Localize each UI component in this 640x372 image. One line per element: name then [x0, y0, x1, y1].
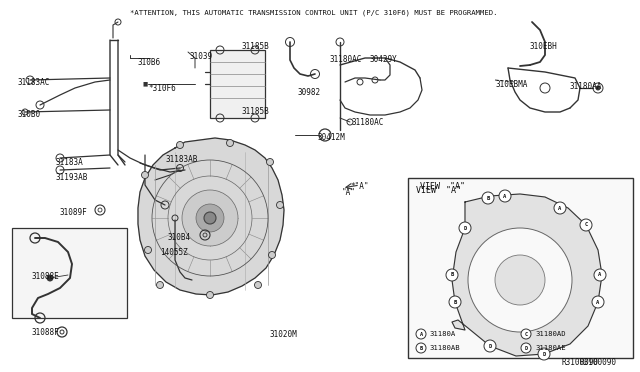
- Text: 31089F: 31089F: [60, 208, 88, 217]
- Circle shape: [554, 202, 566, 214]
- Text: B: B: [486, 196, 490, 201]
- Circle shape: [416, 343, 426, 353]
- Circle shape: [594, 269, 606, 281]
- Text: 30412M: 30412M: [318, 133, 346, 142]
- Text: 31180A: 31180A: [430, 331, 456, 337]
- Text: A: A: [598, 273, 602, 278]
- Circle shape: [276, 202, 284, 208]
- Text: 30982: 30982: [298, 88, 321, 97]
- Polygon shape: [452, 194, 602, 356]
- Text: 310B6: 310B6: [138, 58, 161, 67]
- Text: 31185B: 31185B: [242, 107, 269, 116]
- Text: 310B4: 310B4: [168, 233, 191, 242]
- Text: 31020M: 31020M: [270, 330, 298, 339]
- Circle shape: [266, 158, 273, 166]
- Text: C: C: [584, 222, 588, 228]
- Text: *"A": *"A": [350, 182, 369, 191]
- Circle shape: [482, 192, 494, 204]
- Text: VIEW  "A": VIEW "A": [416, 186, 461, 195]
- Circle shape: [196, 204, 224, 232]
- Text: 31039: 31039: [190, 52, 213, 61]
- Text: A: A: [596, 299, 600, 305]
- Text: 31183A: 31183A: [55, 158, 83, 167]
- Circle shape: [145, 247, 152, 253]
- Circle shape: [204, 212, 216, 224]
- Circle shape: [484, 340, 496, 352]
- Text: B: B: [419, 346, 422, 350]
- Text: 14055Z: 14055Z: [160, 248, 188, 257]
- Text: VIEW  "A": VIEW "A": [420, 182, 465, 191]
- Circle shape: [227, 140, 234, 147]
- Circle shape: [182, 190, 238, 246]
- Circle shape: [255, 282, 262, 289]
- Circle shape: [177, 141, 184, 148]
- Text: 30429Y: 30429Y: [370, 55, 397, 64]
- Text: 31180AC: 31180AC: [330, 55, 362, 64]
- Circle shape: [468, 228, 572, 332]
- Circle shape: [521, 329, 531, 339]
- Text: 31185B: 31185B: [242, 42, 269, 51]
- Circle shape: [580, 219, 592, 231]
- Text: *ATTENTION, THIS AUTOMATIC TRANSMISSION CONTROL UNIT (P/C 310F6) MUST BE PROGRAM: *ATTENTION, THIS AUTOMATIC TRANSMISSION …: [130, 10, 497, 16]
- Bar: [408, 178, 633, 358]
- Text: *310F6: *310F6: [148, 84, 176, 93]
- Circle shape: [592, 296, 604, 308]
- Circle shape: [538, 348, 550, 360]
- Text: 31180AE: 31180AE: [535, 345, 566, 351]
- Circle shape: [446, 269, 458, 281]
- Text: A: A: [419, 331, 422, 337]
- Polygon shape: [138, 138, 284, 295]
- Text: 31180AC: 31180AC: [352, 118, 385, 127]
- Circle shape: [47, 275, 53, 281]
- Circle shape: [459, 222, 471, 234]
- Text: C: C: [524, 331, 527, 337]
- Text: 31088E: 31088E: [32, 272, 60, 281]
- Circle shape: [495, 255, 545, 305]
- Text: 31183AC: 31183AC: [18, 78, 51, 87]
- Circle shape: [449, 296, 461, 308]
- Text: R3100090: R3100090: [561, 358, 598, 367]
- Text: 310EBMA: 310EBMA: [496, 80, 529, 89]
- Text: D: D: [463, 225, 467, 231]
- Text: 310B0: 310B0: [18, 110, 41, 119]
- Circle shape: [416, 329, 426, 339]
- Bar: [12, 228, 127, 318]
- Circle shape: [596, 86, 600, 90]
- Text: 31088F: 31088F: [32, 328, 60, 337]
- Text: A: A: [504, 193, 507, 199]
- Text: 31193AB: 31193AB: [55, 173, 88, 182]
- Circle shape: [499, 190, 511, 202]
- Circle shape: [141, 171, 148, 179]
- Text: 31180AD: 31180AD: [535, 331, 566, 337]
- Text: "A": "A": [342, 188, 356, 197]
- Text: 310EBH: 310EBH: [530, 42, 557, 51]
- Text: ■: ■: [143, 81, 148, 87]
- Text: B: B: [453, 299, 456, 305]
- Text: 31180AB: 31180AB: [430, 345, 461, 351]
- Text: 31180AA: 31180AA: [570, 82, 602, 91]
- Circle shape: [521, 343, 531, 353]
- Text: A: A: [558, 205, 562, 211]
- Circle shape: [157, 282, 163, 289]
- Bar: [210, 50, 265, 118]
- Text: D: D: [542, 352, 546, 356]
- Circle shape: [269, 251, 275, 259]
- Text: D: D: [524, 346, 527, 350]
- Text: R3100090: R3100090: [580, 358, 617, 367]
- Text: B: B: [451, 273, 454, 278]
- Text: 31183AB: 31183AB: [165, 155, 197, 164]
- Circle shape: [207, 292, 214, 298]
- Text: D: D: [488, 343, 492, 349]
